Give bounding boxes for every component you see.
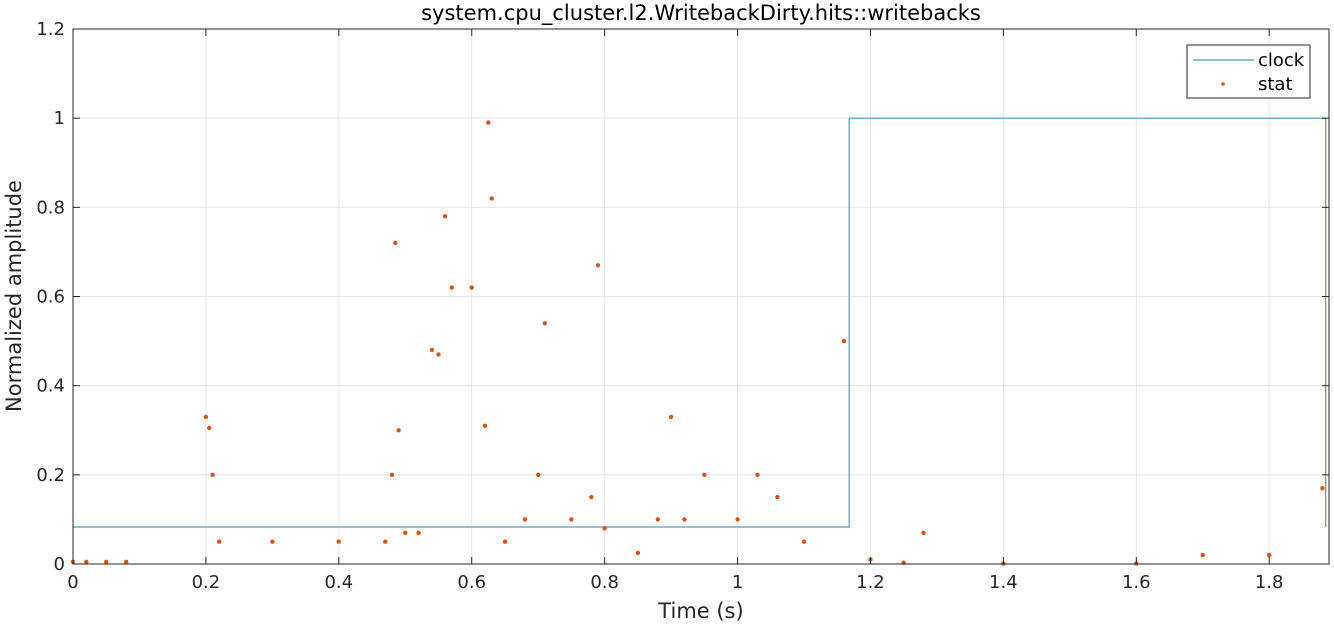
y-tick-label: 0 [54,554,65,575]
stat-point [210,472,215,477]
stat-point [635,550,641,556]
y-tick-label: 0.2 [36,465,65,486]
x-tick-label: 0.2 [192,572,221,593]
stat-point [921,530,926,535]
stat-point [486,120,491,125]
x-tick-label: 1.8 [1255,572,1284,593]
stat-point [416,530,421,535]
y-tick-label: 0.6 [36,287,65,308]
stat-point [775,494,780,500]
stat-point [207,425,212,431]
stat-point [1267,552,1272,558]
legend-box [1186,44,1311,99]
stat-point [489,196,494,201]
x-tick-label: 1.6 [1122,572,1151,593]
stat-point [1320,486,1325,491]
stat-point [522,517,528,522]
stat-point [203,414,209,420]
stat-point [841,338,847,344]
stat-point [595,263,601,268]
x-tick-label: 0.6 [457,572,486,593]
x-axis-title: Time (s) [657,599,743,623]
stat-point [1200,552,1205,558]
stat-point [755,472,760,477]
legend-stat-swatch [1221,82,1225,86]
y-tick-labels: 0 0.2 0.4 0.6 0.8 1 1.2 [36,19,65,575]
axis-ticks [72,28,1329,565]
stat-point [482,423,488,428]
stat-point [270,539,275,544]
x-tick-labels: 0 0.2 0.4 0.6 0.8 1 1.2 1.4 1.6 1.8 [67,572,1283,593]
stat-point [449,285,454,290]
stat-point [536,472,541,477]
stat-point [393,240,398,246]
y-tick-label: 0.4 [36,376,65,397]
x-tick-label: 1 [732,572,743,593]
y-tick-label: 0.8 [36,197,65,218]
stat-point [124,559,129,564]
x-tick-label: 1.2 [856,572,885,593]
stat-point [542,321,547,326]
stat-point [735,517,740,522]
y-tick-label: 1.2 [36,19,65,40]
x-tick-label: 0.4 [324,572,353,593]
stat-point [429,347,435,353]
stat-point [668,414,674,420]
stat-point [84,559,89,564]
y-tick-label: 1 [54,108,65,129]
stat-point [801,539,807,544]
stat-point [436,352,441,357]
stat-point [396,428,401,433]
stat-point [403,530,408,535]
x-tick-label: 0 [67,572,78,593]
stat-point [602,526,607,531]
series-clock-line [73,117,1327,528]
stat-point [569,517,574,522]
chart-title: system.cpu_cluster.l2.WritebackDirty.hit… [421,1,981,26]
stat-point [217,539,222,544]
legend-stat-label: stat [1258,74,1293,95]
stat-point [469,285,474,290]
stat-point [655,517,660,522]
stat-point [389,472,395,477]
stat-point [702,472,707,477]
stat-point [502,539,508,544]
stat-point [589,494,594,500]
stat-point [336,539,341,544]
stat-point [383,539,388,544]
x-tick-label: 1.4 [989,572,1018,593]
y-axis-title: Normalized amplitude [2,180,26,412]
series-stat-points [70,120,1325,566]
x-tick-label: 0.8 [590,572,619,593]
legend-clock-label: clock [1258,50,1305,71]
legend: clock stat [1186,44,1311,99]
stat-point [104,559,109,564]
stat-point [682,517,687,522]
series-layer [70,117,1327,566]
stat-point [442,214,448,219]
